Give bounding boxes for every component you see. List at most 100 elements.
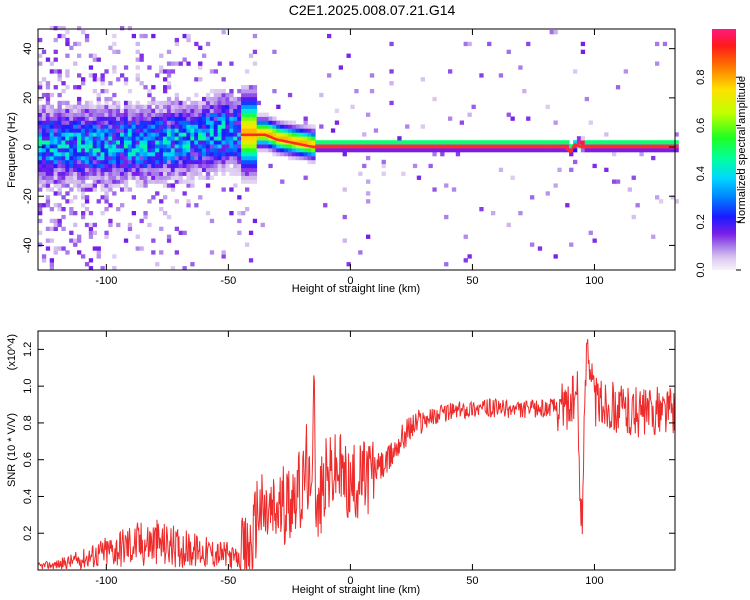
spectrogram-cell [221,89,226,94]
spectrogram-cell [57,222,62,228]
colorbar-tick-label: 0.8 [695,70,707,85]
spectrogram-cell [541,140,546,145]
spectrogram-cell [166,183,172,188]
spectrogram-cell [190,116,195,121]
spectrogram-cell [209,140,215,145]
spectrogram-cell [77,132,82,137]
spectrogram-cell [174,100,179,106]
spectrogram-cell [100,120,105,125]
spectrogram-cell [166,140,172,145]
spectrogram-cell [108,159,113,165]
spectrogram-cell [163,155,168,161]
spectrogram-cell [108,179,113,184]
spectrogram-cell [217,152,222,157]
spectrogram-cell [73,183,78,188]
spectrogram-cell [178,144,183,149]
spectrogram-cell [100,211,105,216]
spectrogram-cell [170,144,176,149]
spectrogram-cell [264,112,269,117]
spectrogram-cell [237,218,242,224]
spectrogram-cell [163,104,168,109]
spectrogram-cell [166,73,172,78]
spectrogram-cell [506,49,511,54]
spectrogram-cell [213,167,218,172]
spectrogram-cell [53,37,58,43]
spectrogram-cell [45,96,51,102]
spectrogram-cell [362,148,367,153]
spectrogram-cell [131,124,136,129]
spectrogram-cell [92,57,97,62]
spectrogram-cell [166,104,172,109]
spectrogram-cell [147,124,152,129]
spectrogram-cell [209,250,215,255]
spectrogram-cell [233,104,238,109]
spectrogram-cell [346,53,351,58]
spectrogram-cell [166,234,172,239]
spectrogram-cell [38,167,43,172]
spectrogram-cell [510,140,515,145]
spectrogram-cell [88,159,94,165]
spectrogram-cell [123,152,129,157]
spectrogram-cell [116,175,121,180]
spectrogram-cell [295,152,300,157]
spectrogram-cell [163,77,168,82]
spectrogram-cell [225,124,230,129]
spectrogram-cell [88,120,94,125]
spectrogram-cell [49,140,54,145]
spectrogram-cell [213,89,218,94]
spectrogram-cell [272,89,277,94]
spectrogram-cell [237,89,242,94]
spectrogram-cell [84,136,90,141]
spectrogram-cell [151,175,156,180]
spectrogram-cell [237,124,242,129]
spectrogram-cell [127,124,133,129]
spectrogram-cell [381,148,386,153]
spectrogram-cell [104,140,109,145]
spectrogram-cell [237,195,242,200]
spectrogram-cell [131,33,136,39]
spectrogram-cell [61,163,66,169]
spectrogram-cell [147,167,152,172]
spectrogram-cell [53,250,58,255]
spectrogram-cell [448,69,453,74]
spectrogram-cell [88,136,94,141]
spectrogram-cell [334,120,340,125]
spectrogram-cell [147,65,152,70]
spectrogram-cell [533,140,539,145]
spectrogram-cell [104,108,109,113]
spectrogram-cell [194,41,199,47]
spectrogram-cell [405,124,410,129]
spectrogram-cell [61,120,66,125]
y-tick-label: -20 [22,188,34,204]
spectrogram-cell [127,155,133,161]
spectrogram-cell [373,140,379,145]
spectrogram-cell [178,163,183,169]
spectrogram-cell [221,148,226,153]
spectrogram-cell [88,116,94,121]
spectrogram-cell [237,211,242,216]
spectrogram-cell [252,179,258,184]
spectrogram-cell [116,155,121,161]
spectrogram-cell [38,148,43,153]
spectrogram-cell [116,112,121,117]
spectrogram-cell [217,100,222,106]
spectrogram-cell [104,120,109,125]
spectrogram-cell [518,65,523,70]
spectrogram-cell [198,116,203,121]
spectrogram-cell [483,148,488,153]
spectrogram-cell [151,195,156,200]
spectrogram-cell [120,112,125,117]
spectrogram-cell [38,171,43,176]
spectrogram-cell [217,132,222,137]
spectrogram-cell [49,238,54,243]
spectrogram-cell [205,183,211,188]
spectrogram-cell [467,41,472,47]
spectrogram-cell [389,69,394,74]
spectrogram-cell [84,199,90,204]
x-tick-label: -50 [220,275,236,287]
spectrogram-cell [84,140,90,145]
spectrogram-cell [545,140,550,145]
spectrogram-cell [41,152,47,157]
spectrogram-cell [237,104,242,109]
